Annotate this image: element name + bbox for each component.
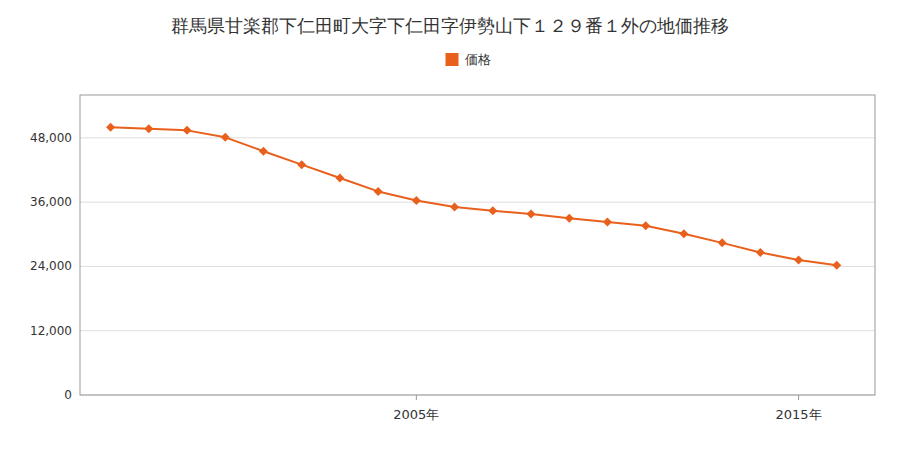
marker xyxy=(297,160,306,169)
marker xyxy=(679,229,688,238)
marker xyxy=(718,238,727,247)
marker xyxy=(374,187,383,196)
grid-line xyxy=(80,266,875,267)
background xyxy=(0,0,900,450)
x-tick-label: 2015年 xyxy=(776,407,822,422)
marker xyxy=(106,123,115,132)
y-tick-label: 0 xyxy=(64,388,72,402)
grid-line xyxy=(80,202,875,203)
marker xyxy=(335,174,344,183)
marker xyxy=(259,147,268,156)
marker xyxy=(488,206,497,215)
y-tick-label: 24,000 xyxy=(30,259,72,273)
marker xyxy=(221,133,230,142)
marker xyxy=(565,214,574,223)
marker xyxy=(183,126,192,135)
y-tick-label: 48,000 xyxy=(30,131,72,145)
plot-frame xyxy=(80,95,875,395)
marker xyxy=(794,256,803,265)
grid-line xyxy=(80,330,875,331)
marker xyxy=(832,261,841,270)
marker xyxy=(756,248,765,257)
title: 群馬県甘楽郡下仁田町大字下仁田字伊勢山下１２９番１外の地価推移 xyxy=(171,15,729,36)
y-tick-label: 12,000 xyxy=(30,324,72,338)
marker xyxy=(144,124,153,133)
marker xyxy=(641,221,650,230)
y-tick-label: 36,000 xyxy=(30,195,72,209)
legend: 価格 xyxy=(446,52,491,67)
data xyxy=(106,123,841,270)
x-tick-label: 2005年 xyxy=(393,407,439,422)
grid-line xyxy=(80,137,875,138)
marker xyxy=(603,217,612,226)
legend-swatch xyxy=(446,53,459,66)
legend-label: 価格 xyxy=(465,52,491,67)
marker xyxy=(450,202,459,211)
line xyxy=(111,127,837,265)
chart: 群馬県甘楽郡下仁田町大字下仁田字伊勢山下１２９番１外の地価推移 0 12,000 24… xyxy=(0,0,900,450)
marker xyxy=(412,196,421,205)
grid xyxy=(80,138,875,395)
x-tick xyxy=(798,395,799,400)
marker xyxy=(527,209,536,218)
x-tick xyxy=(416,395,417,400)
